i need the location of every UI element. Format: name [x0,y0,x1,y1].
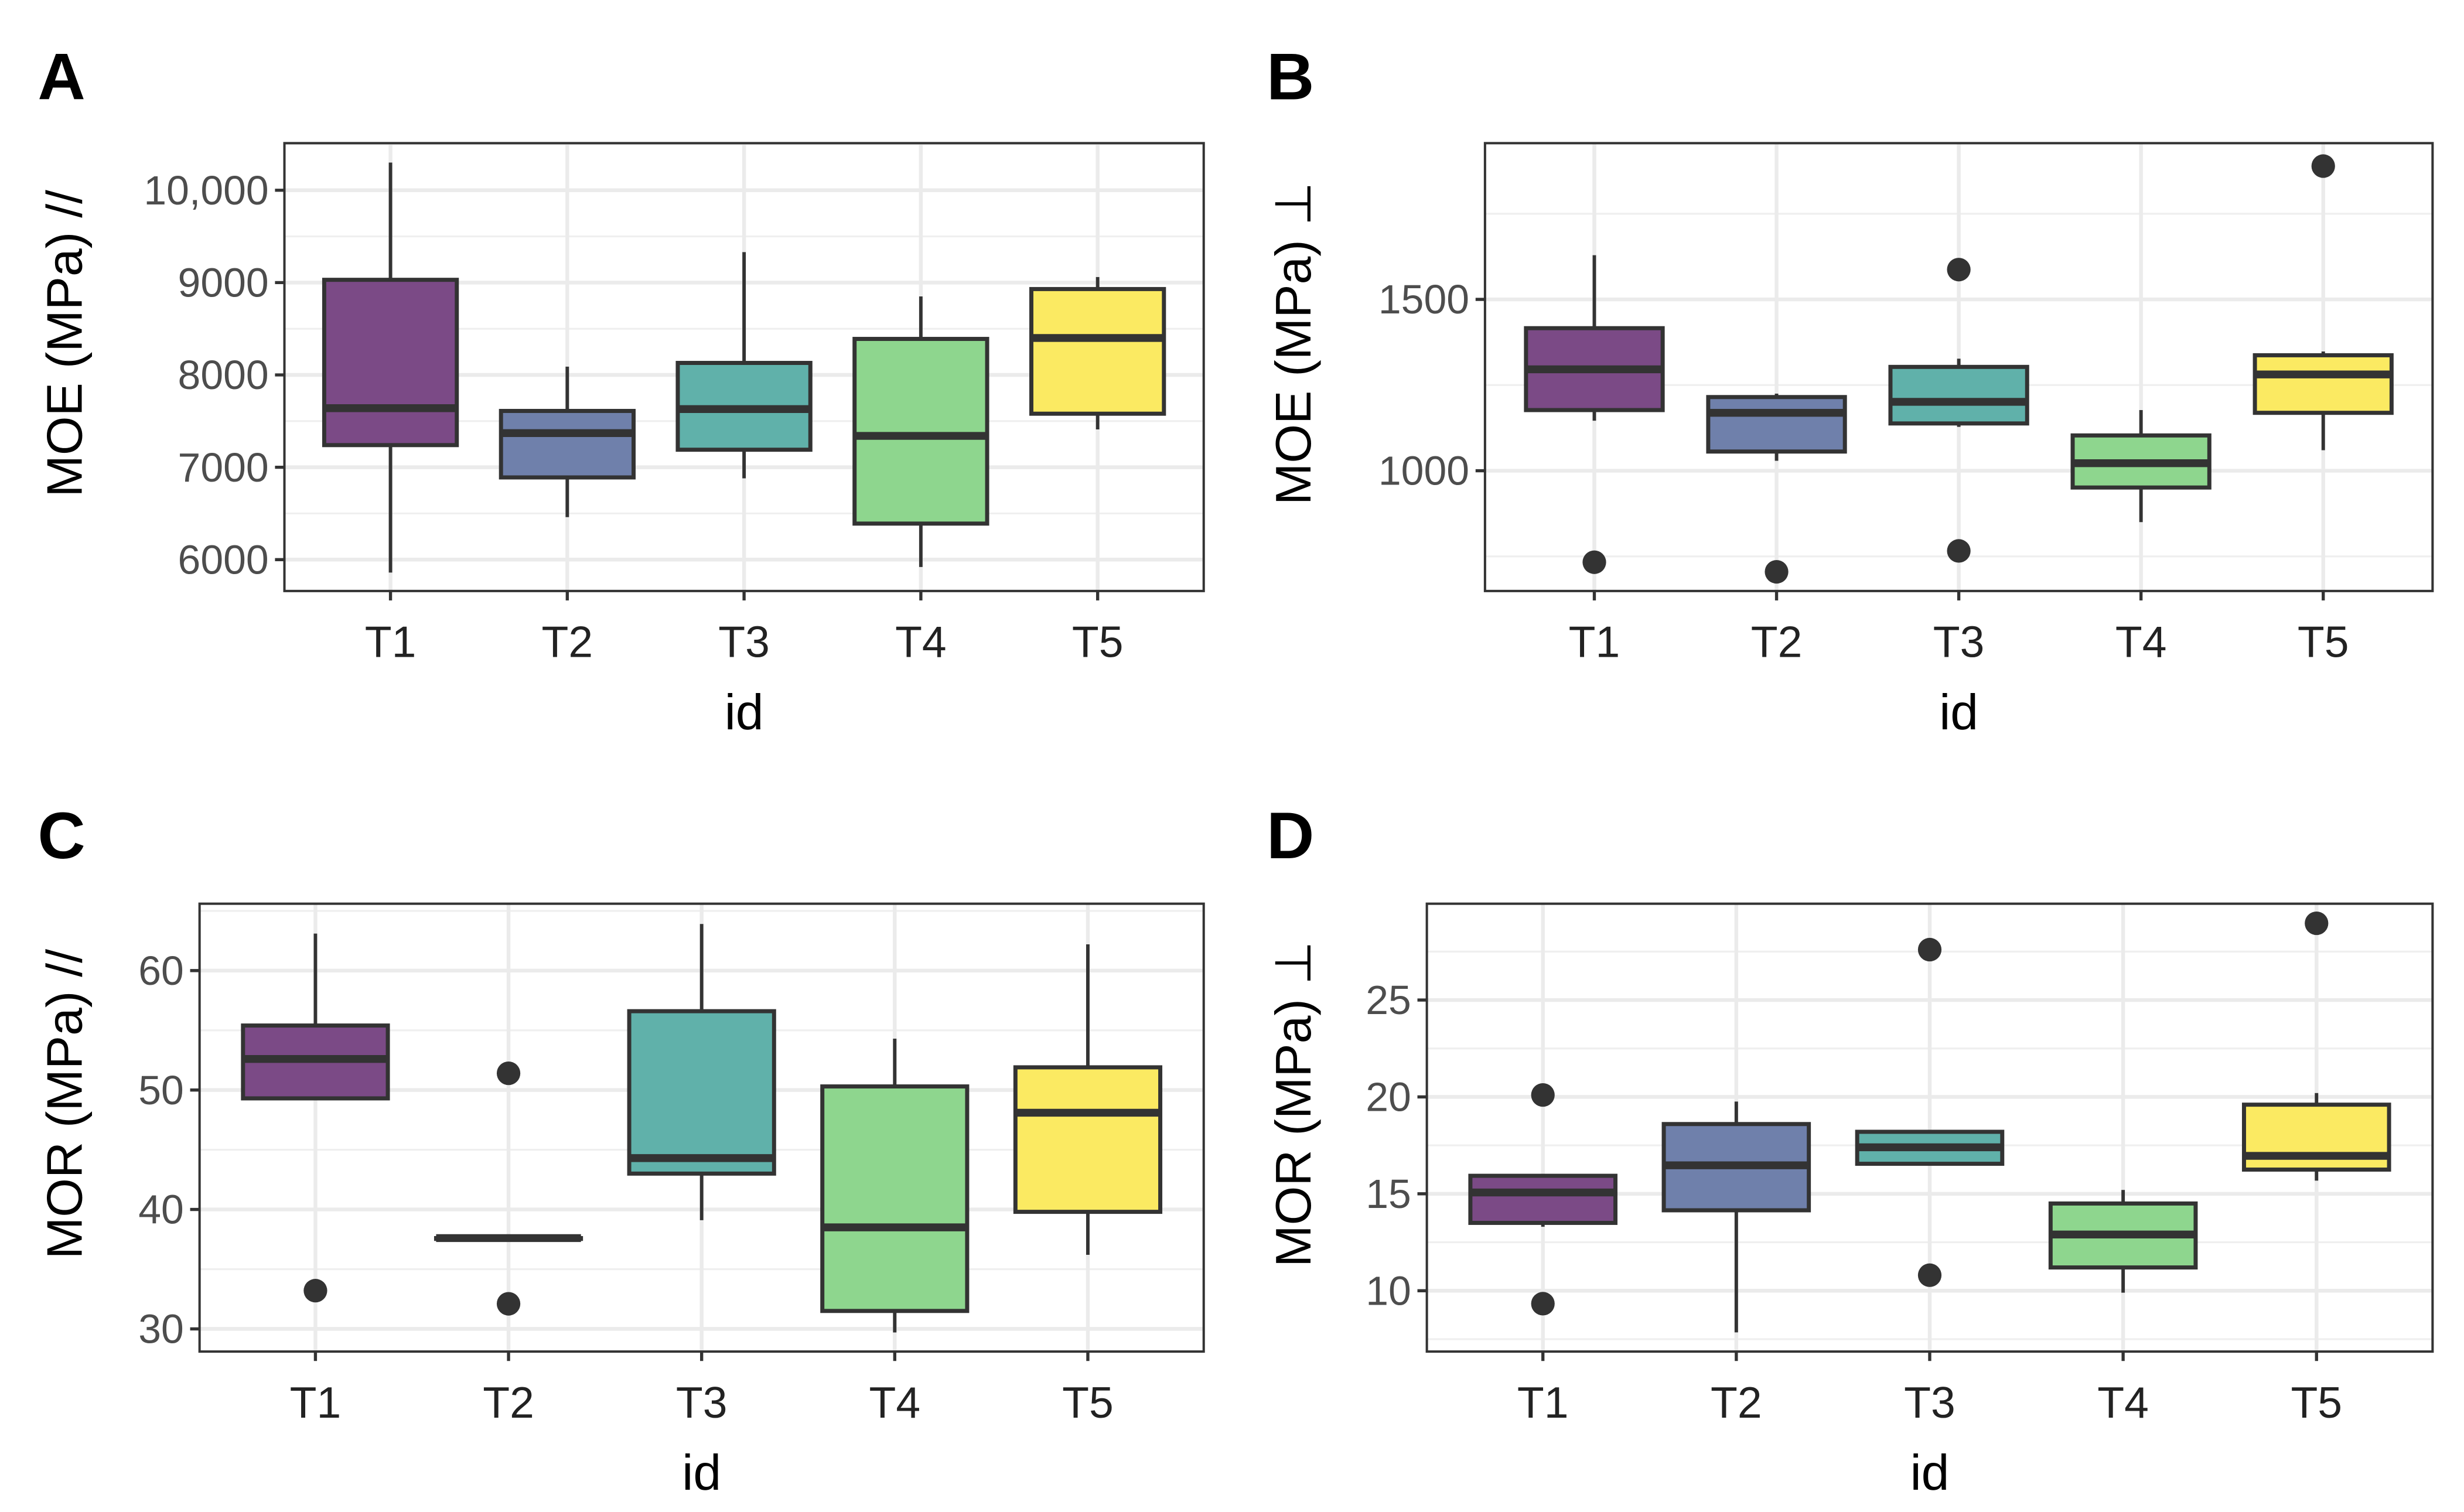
x-tick-label: T2 [1751,617,1803,667]
y-axis-title: MOR (MPa) // [36,949,93,1259]
box-iqr [627,1009,776,1176]
box-t4 [852,296,989,567]
box-iqr [1013,1065,1163,1214]
x-tick-label: T1 [1517,1378,1569,1427]
box-t2 [1661,1101,1811,1333]
y-tick-label: 25 [1366,977,1411,1023]
outlier-point [2311,154,2335,178]
x-tick-label: T5 [2291,1378,2342,1427]
panel-b: 1000 1500 T1 T2 T3 T4 T5 id MOE (MPa) ⊥ B [1265,39,2434,740]
x-tick-label: T2 [542,617,593,667]
panel-letter: B [1267,39,1314,113]
y-axis-title: MOE (MPa) ⊥ [1265,182,1322,506]
y-tick-label: 30 [138,1306,184,1352]
y-tick-label: 1000 [1378,448,1469,494]
x-tick-label: T4 [895,617,947,667]
y-tick-label: 10 [1366,1268,1411,1313]
y-axis-title: MOR (MPa) ⊥ [1265,941,1322,1267]
x-tick-label: T3 [1904,1378,1955,1427]
panel-c: 30 40 50 60 T1 T2 T3 T4 T5 id MOR (MPa) // C [36,798,1205,1501]
y-tick-label: 10,000 [144,168,268,213]
box-iqr [499,408,636,480]
x-axis-title: id [1939,684,1978,740]
panel-letter: C [37,798,85,872]
x-axis-title: id [725,684,764,740]
outlier-point [1917,1263,1942,1287]
panel-d: 10 15 20 25 T1 T2 T3 T4 T5 id MOR (MPa) ⊥ D [1265,798,2434,1501]
box-iqr [1706,395,1847,454]
panel-a: 6000 7000 8000 9000 10,000 T1 T2 T3 T4 T5 id MOE (M… [36,39,1205,740]
x-tick-label: T3 [676,1378,728,1427]
y-tick-label: 40 [138,1187,184,1233]
x-tick-label: T4 [2097,1378,2149,1427]
box-iqr [1468,1173,1617,1225]
box-iqr [322,278,459,448]
box-iqr [1888,364,2029,426]
box-t2 [499,366,636,517]
y-tick-label: 50 [138,1067,184,1113]
box-t1 [1524,255,1665,574]
x-tick-label: T4 [869,1378,920,1427]
x-tick-label: T1 [365,617,417,667]
box-t2 [1706,393,1847,584]
box-iqr [820,1084,970,1313]
box-iqr [1029,286,1166,416]
box-t4 [2070,410,2212,523]
outlier-point [1947,258,1971,282]
box-t3 [1888,258,2029,563]
x-tick-label: T1 [1569,617,1620,667]
x-tick-label: T1 [290,1378,342,1427]
y-tick-label: 6000 [178,537,269,582]
box-t1 [322,162,459,573]
outlier-point [303,1279,327,1303]
box-t1 [1468,1083,1617,1316]
x-tick-label: T2 [483,1378,534,1427]
box-iqr [2253,353,2394,415]
panel-letter: A [37,39,85,113]
box-t5 [1013,944,1163,1255]
outlier-point [2305,911,2329,936]
y-tick-label: 60 [138,948,184,994]
x-axis-title: id [1910,1445,1950,1501]
box-t5 [1029,277,1166,430]
outlier-point [1947,539,1971,563]
y-tick-label: 15 [1366,1171,1411,1217]
x-tick-label: T5 [2298,617,2349,667]
outlier-point [1531,1292,1555,1316]
box-t3 [627,924,776,1220]
box-t3 [1855,937,2005,1287]
outlier-point [1765,559,1789,584]
y-tick-label: 20 [1366,1074,1411,1120]
y-axis-title: MOE (MPa) // [36,190,93,497]
box-t5 [2241,911,2391,1181]
x-tick-label: T4 [2115,617,2167,667]
y-tick-label: 7000 [178,445,269,490]
x-tick-label: T5 [1062,1378,1114,1427]
box-iqr [852,337,989,526]
x-tick-label: T3 [1933,617,1985,667]
outlier-point [1582,550,1606,574]
box-t4 [2048,1190,2198,1293]
y-tick-label: 1500 [1378,277,1469,322]
box-t4 [820,1039,970,1333]
outlier-point [496,1062,521,1086]
x-axis-title: id [682,1445,721,1501]
box-t5 [2253,154,2394,450]
outlier-point [1531,1083,1555,1107]
y-tick-label: 8000 [178,352,269,398]
y-tick-label: 9000 [178,260,269,306]
panel-letter: D [1267,798,1314,872]
box-t2 [434,1062,583,1316]
x-tick-label: T5 [1072,617,1124,667]
outlier-point [496,1292,521,1316]
box-iqr [2241,1103,2391,1172]
outlier-point [1917,937,1942,962]
x-tick-label: T3 [718,617,770,667]
box-t3 [675,252,813,479]
box-t1 [241,933,390,1303]
x-tick-label: T2 [1711,1378,1762,1427]
